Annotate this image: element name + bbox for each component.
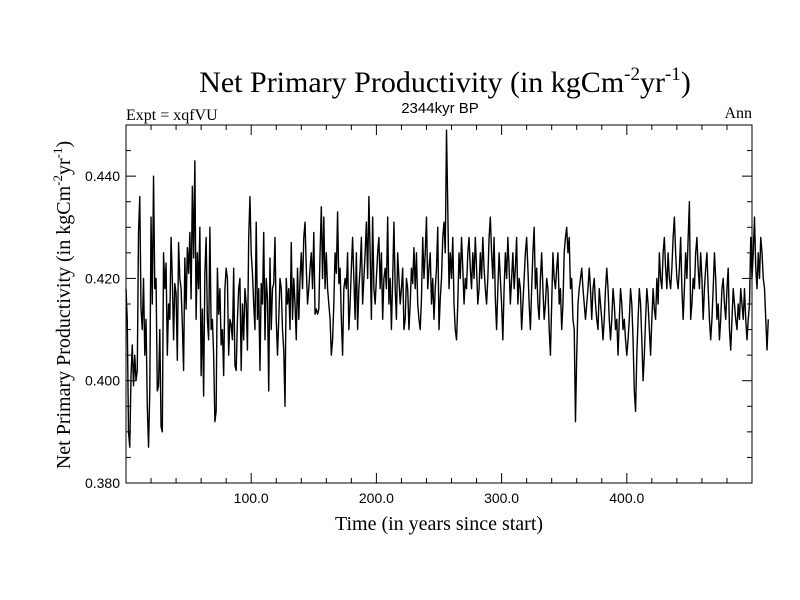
x-tick-label: 400.0 bbox=[609, 490, 644, 506]
x-tick-label: 200.0 bbox=[359, 490, 394, 506]
y-tick-label: 0.440 bbox=[85, 168, 120, 184]
x-axis-label: Time (in years since start) bbox=[335, 513, 543, 535]
y-tick-label: 0.420 bbox=[85, 270, 120, 286]
x-tick-label: 300.0 bbox=[484, 490, 519, 506]
y-axis-label: Net Primary Productivity (in kgCm-2yr-1) bbox=[50, 141, 75, 469]
series-line-annual-npp bbox=[125, 129, 769, 448]
x-axis: 100.0 200.0 300.0 400.0 bbox=[150, 125, 728, 506]
chart-title: Net Primary Productivity (in kgCm-2yr-1) bbox=[199, 64, 691, 99]
x-tick-label: 100.0 bbox=[234, 490, 269, 506]
subtitle-experiment: Expt = xqfVU bbox=[126, 107, 218, 124]
y-tick-label: 0.400 bbox=[85, 373, 120, 389]
subtitle-season: Ann bbox=[724, 105, 752, 122]
y-tick-label: 0.380 bbox=[85, 475, 120, 491]
subtitle-period: 2344kyr BP bbox=[401, 100, 479, 117]
y-axis: 0.380 0.400 0.420 0.440 bbox=[85, 124, 752, 491]
